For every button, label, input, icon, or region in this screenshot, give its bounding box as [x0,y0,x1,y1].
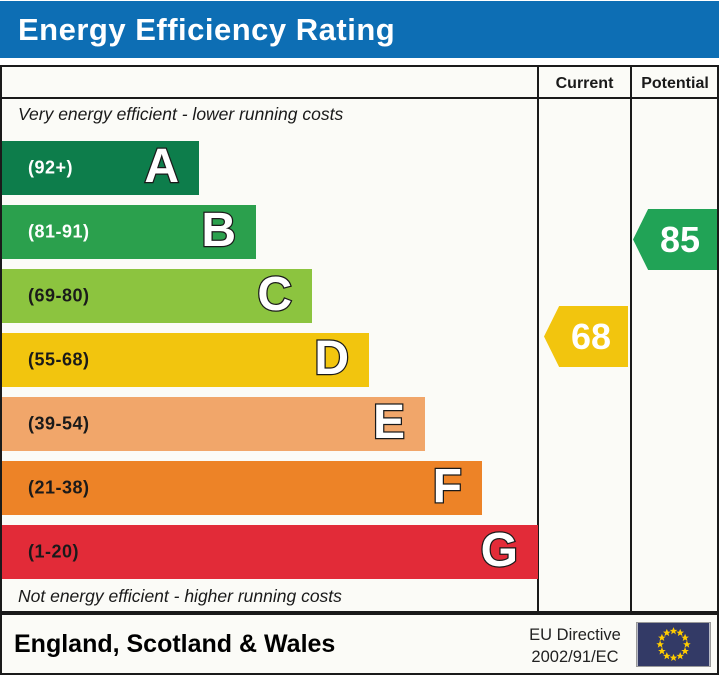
band-range-label: (69-80) [28,285,90,306]
current-rating-arrow: 68 [544,306,628,367]
eu-directive-label: EU Directive 2002/91/EC [518,624,632,668]
eu-flag-icon [636,622,711,667]
band-letter: C [256,268,293,322]
potential-rating-arrow: 85 [633,209,717,270]
band-range-label: (21-38) [28,477,90,498]
page-title: Energy Efficiency Rating [18,12,396,47]
band-D: (55-68) D [2,333,369,387]
region-label: England, Scotland & Wales [14,630,336,658]
top-note: Very energy efficient - lower running co… [18,104,344,124]
potential-column-divider [630,65,632,613]
band-letter: E [372,396,407,450]
bottom-note: Not energy efficient - higher running co… [18,586,342,606]
band-B: (81-91) B [2,205,256,259]
band-range-label: (39-54) [28,413,90,434]
current-rating-value: 68 [570,315,612,357]
eu-directive-line2: 2002/91/EC [531,648,619,666]
band-C: (69-80) C [2,269,312,323]
title-bar: Energy Efficiency Rating [0,1,719,58]
band-range-label: (81-91) [28,221,90,242]
band-A: (92+) A [2,141,199,195]
current-column-divider [537,65,539,613]
band-E: (39-54) E [2,397,425,451]
band-range-label: (55-68) [28,349,90,370]
current-column-header: Current [555,75,614,92]
band-letter: D [313,332,350,386]
band-range-label: (92+) [28,157,74,178]
band-letter: F [431,460,463,514]
band-letter: G [479,524,519,578]
potential-rating-value: 85 [659,218,701,260]
band-letter: A [143,140,180,194]
band-G: (1-20) G [2,525,538,579]
header-row-divider [0,97,719,99]
eu-directive-line1: EU Directive [529,626,621,644]
footer-bar [0,613,719,675]
eu-flag-stars [656,627,691,662]
band-letter: B [200,204,237,258]
potential-column-header: Potential [641,75,709,92]
band-range-label: (1-20) [28,541,80,562]
band-F: (21-38) F [2,461,482,515]
